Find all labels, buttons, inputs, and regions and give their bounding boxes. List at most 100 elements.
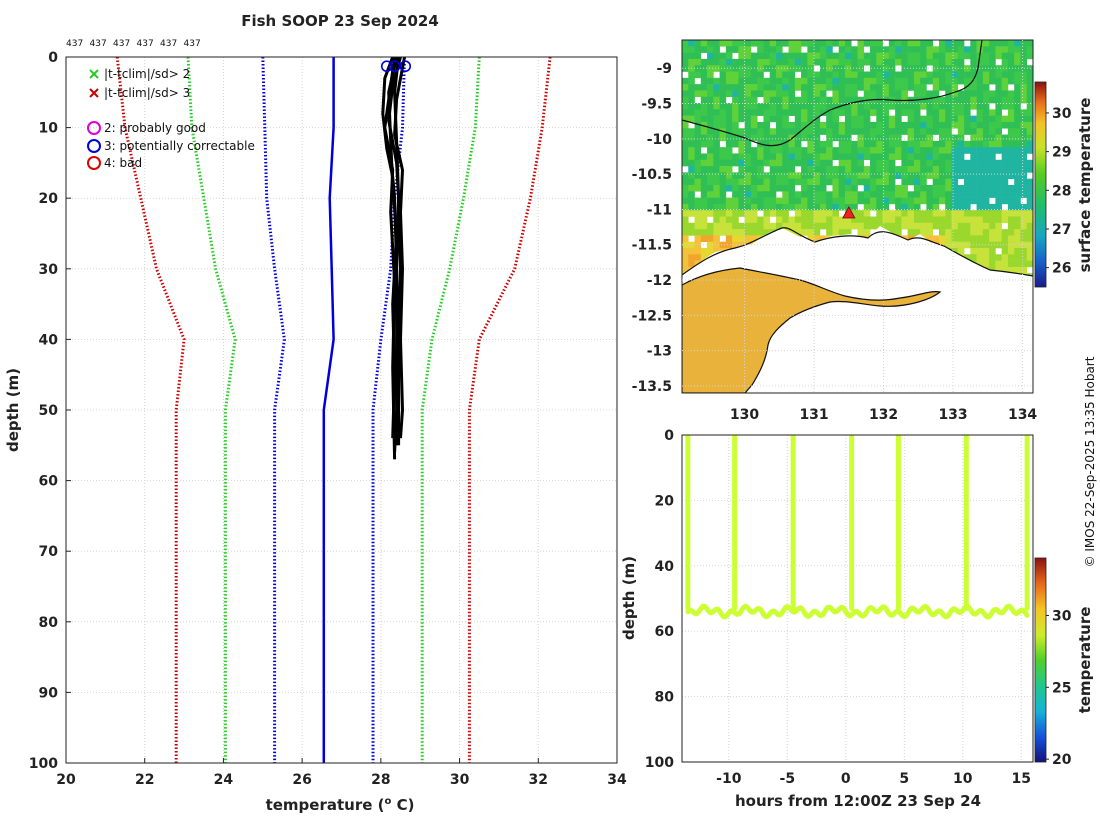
sst-cell — [838, 178, 846, 186]
sst-cell — [907, 229, 915, 236]
sst-cell — [957, 191, 965, 198]
sst-cell — [738, 71, 745, 79]
sst-cell — [882, 147, 890, 154]
sst-cell — [738, 58, 745, 66]
profile-grid — [65, 56, 618, 764]
sst-cell — [1020, 159, 1028, 167]
sst-cell — [1014, 65, 1021, 72]
sst-cell — [945, 147, 952, 154]
sst-cell — [694, 90, 702, 98]
sst-cell — [1014, 241, 1021, 249]
sst-cell — [682, 121, 689, 129]
sst-cell — [957, 109, 965, 116]
sst-cell — [819, 109, 827, 116]
sst-cell — [876, 159, 883, 167]
sst-cell — [1001, 210, 1009, 217]
sst-cell — [1026, 96, 1033, 104]
sst-cell — [895, 121, 902, 129]
sst-cell — [1001, 115, 1009, 123]
sst-cell — [844, 121, 852, 129]
sst-cell — [976, 103, 984, 110]
sst-cell — [1026, 140, 1033, 148]
sst-cell — [788, 71, 796, 79]
sst-cell — [989, 166, 996, 173]
sst-cell — [1001, 166, 1009, 173]
sst-cell — [782, 52, 789, 60]
sst-cell — [995, 266, 1002, 274]
sst-cell — [976, 216, 984, 224]
sst-cell — [732, 172, 739, 179]
sst-cell — [801, 159, 808, 167]
sst-cell — [920, 103, 927, 110]
sst-cell — [763, 172, 771, 179]
sst-cell — [719, 109, 727, 116]
sst-cell — [713, 90, 720, 98]
sst-cell — [895, 58, 902, 66]
sst-cell — [863, 58, 871, 66]
sst-cell — [801, 197, 808, 205]
sst-cell — [838, 128, 846, 135]
sst-cell — [1007, 254, 1015, 261]
sst-cell — [888, 46, 896, 53]
sst-cell — [857, 134, 865, 142]
sst-cell — [776, 58, 783, 66]
sst-cell — [901, 77, 908, 85]
sst-cell — [682, 128, 689, 135]
sst-cell — [738, 172, 745, 179]
sst-cell — [882, 166, 890, 173]
sst-cell — [1026, 147, 1033, 154]
sst-cell — [970, 159, 977, 167]
sst-cell — [851, 96, 858, 104]
sst-cell — [725, 159, 733, 167]
sst-cell — [976, 159, 984, 167]
sst-cell — [913, 222, 921, 230]
sst-cell — [888, 103, 896, 110]
sst-cell — [1020, 140, 1028, 148]
sst-cell — [870, 203, 877, 211]
sst-cell — [964, 46, 971, 53]
sst-cell — [1001, 52, 1009, 60]
sst-cell — [719, 210, 727, 217]
sst-cell — [725, 235, 733, 243]
sst-cell — [819, 84, 827, 91]
sst-cell — [801, 77, 808, 85]
sst-cell — [1026, 121, 1033, 129]
sst-cell — [844, 103, 852, 110]
sst-cell — [688, 115, 695, 123]
sst-cell — [870, 128, 877, 135]
sst-cell — [895, 134, 902, 142]
y-tick-label: 30 — [39, 262, 59, 278]
coastline — [682, 40, 1033, 393]
sst-cell — [1020, 147, 1028, 154]
sst-cell — [851, 140, 858, 148]
sst-cell — [907, 159, 915, 167]
sst-cell — [951, 184, 959, 192]
sst-cell — [688, 46, 695, 53]
dt-x-tick-label: 15 — [1012, 771, 1031, 787]
sst-cell — [844, 40, 852, 47]
sst-cell — [838, 103, 846, 110]
sst-cell — [744, 71, 752, 79]
temperature-colorbar-tick-label: 20 — [1052, 752, 1072, 768]
sst-cell — [776, 84, 783, 91]
sst-cell — [819, 121, 827, 129]
sst-cell — [964, 147, 971, 154]
sst-cell — [750, 210, 758, 217]
sst-cell — [719, 184, 727, 192]
lat-tick-label: -11 — [647, 202, 672, 218]
sst-cell — [794, 65, 802, 72]
sst-cell — [913, 172, 921, 179]
sst-cell — [970, 178, 977, 186]
sst-cell — [920, 40, 927, 47]
sst-cell — [926, 191, 934, 198]
sst-cell — [901, 216, 908, 224]
sst-cell — [976, 90, 984, 98]
sst-cell — [876, 140, 883, 148]
sst-cell — [725, 65, 733, 72]
sst-cell — [957, 235, 965, 243]
sst-cell — [982, 71, 990, 79]
sst-cell — [876, 40, 883, 47]
sst-cell — [1001, 103, 1009, 110]
sst-cell — [857, 159, 865, 167]
sst-cell — [863, 153, 871, 161]
